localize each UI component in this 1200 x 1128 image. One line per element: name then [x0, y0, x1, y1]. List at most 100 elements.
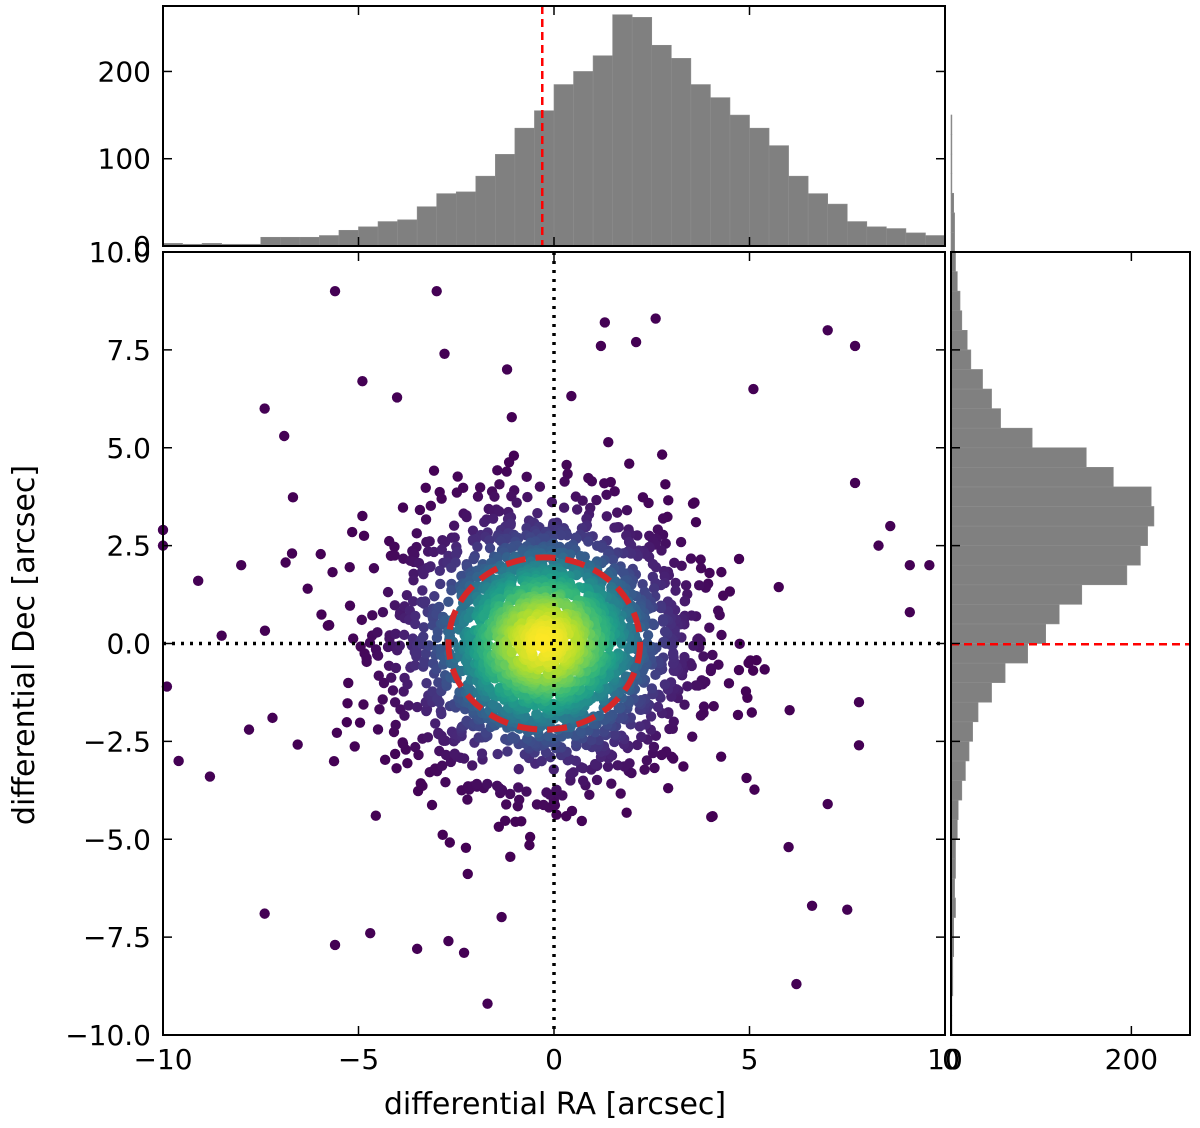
scatter-point [615, 788, 626, 799]
scatter-point [410, 610, 421, 622]
scatter-point [479, 516, 490, 528]
scatter-point [446, 585, 457, 596]
scatter-point [420, 482, 431, 493]
scatter-point [435, 705, 447, 717]
scatter-point [502, 746, 513, 757]
scatter-point [451, 487, 463, 498]
scatter-point [458, 753, 470, 764]
right-histogram-bar [950, 741, 970, 762]
scatter-point [446, 562, 457, 574]
scatter-point [411, 528, 422, 539]
scatter-point [329, 939, 341, 951]
main-y-tick-label: −7.5 [83, 921, 151, 954]
scatter-point [650, 669, 661, 681]
scatter-point [607, 554, 619, 565]
scatter-point [323, 619, 335, 631]
scatter-point [462, 868, 473, 880]
scatter-point [443, 596, 454, 608]
scatter-point [501, 799, 512, 810]
scatter-point [386, 672, 397, 683]
scatter-point [358, 530, 370, 542]
scatter-point [624, 458, 635, 469]
scatter-point [698, 701, 710, 712]
top-histogram-bar [553, 84, 574, 247]
scatter-point [391, 763, 402, 774]
scatter-point [511, 497, 522, 508]
scatter-point [784, 704, 795, 716]
scatter-point [389, 550, 400, 561]
scatter-point [216, 630, 227, 641]
scatter-point [733, 664, 745, 676]
scatter-point [433, 677, 444, 688]
scatter-point [435, 578, 446, 590]
scatter-point [421, 677, 432, 689]
scatter-point [382, 586, 394, 598]
top-histogram-bar [886, 228, 907, 247]
scatter-point [412, 701, 423, 713]
scatter-point [513, 794, 525, 806]
scatter-point [432, 626, 443, 637]
scatter-point [368, 563, 380, 574]
scatter-point [536, 755, 547, 767]
scatter-point [489, 491, 500, 502]
scatter-point [370, 810, 382, 821]
scatter-point [657, 513, 669, 524]
top-histogram-bar [534, 110, 555, 247]
scatter-point [399, 629, 410, 641]
scatter-point [483, 535, 495, 546]
scatter-point [434, 565, 446, 577]
scatter-point [873, 540, 884, 551]
right-histogram-bar [950, 388, 992, 409]
scatter-point [467, 525, 479, 536]
right-histogram-bar [950, 134, 953, 155]
scatter-point [670, 585, 681, 596]
scatter-point [436, 493, 447, 504]
scatter-point [414, 504, 426, 516]
scatter-point [487, 698, 499, 710]
scatter-point [591, 540, 603, 552]
scatter-point [822, 798, 833, 810]
right-histogram-bar [950, 173, 953, 194]
scatter-point [624, 758, 635, 769]
scatter-point [259, 403, 270, 414]
scatter-point [759, 664, 770, 675]
scatter-point [328, 755, 340, 767]
scatter-point [378, 677, 390, 689]
main-y-tick-label: 7.5 [106, 334, 151, 367]
scatter-point [503, 457, 515, 468]
scatter-point [476, 748, 488, 759]
scatter-point [636, 731, 647, 743]
scatter-point [315, 548, 326, 560]
scatter-point [740, 686, 752, 697]
scatter-point [411, 943, 423, 955]
scatter-point [589, 758, 601, 770]
scatter-point [695, 710, 707, 721]
scatter-point [496, 911, 507, 923]
scatter-point [682, 681, 693, 692]
scatter-point [327, 566, 338, 578]
scatter-point [462, 794, 473, 805]
scatter-point [487, 513, 499, 524]
scatter-point [656, 449, 668, 460]
scatter-point [543, 730, 554, 742]
scatter-point [679, 699, 690, 710]
scatter-point [372, 724, 384, 735]
scatter-point [747, 665, 759, 676]
right-histogram-bar [950, 604, 1060, 625]
scatter-point [712, 605, 724, 616]
scatter-point [680, 580, 692, 591]
scatter-point [698, 651, 709, 662]
scatter-point [643, 497, 654, 509]
scatter-point [482, 998, 493, 1009]
scatter-point [732, 709, 744, 721]
scatter-point [389, 748, 401, 760]
scatter-point [642, 629, 654, 641]
scatter-point [593, 734, 604, 746]
scatter-point [586, 476, 598, 487]
scatter-point [500, 659, 511, 671]
right-x-tick-label: 0 [942, 1043, 960, 1076]
scatter-point [716, 629, 727, 641]
scatter-point [484, 543, 496, 554]
scatter-point [418, 631, 429, 642]
